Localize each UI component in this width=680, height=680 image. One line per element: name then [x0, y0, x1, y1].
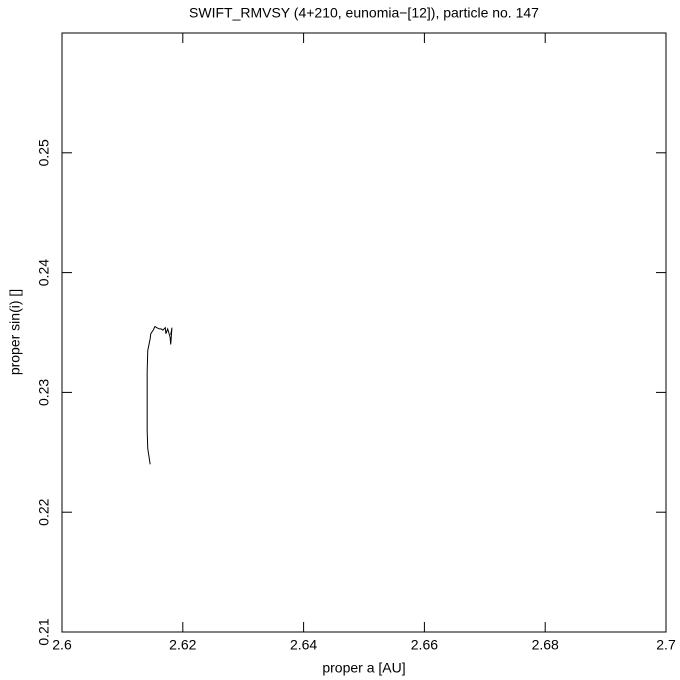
- y-tick-label: 0.22: [36, 498, 52, 525]
- data-line: [146, 325, 173, 465]
- plot-frame: [61, 32, 667, 633]
- x-axis-label: proper a [AU]: [322, 660, 405, 676]
- x-tick-label: 2.64: [290, 637, 317, 653]
- y-tick-label: 0.24: [36, 259, 52, 286]
- x-tick-label: 2.6: [52, 637, 72, 653]
- y-tick-label: 0.23: [36, 379, 52, 406]
- chart-title: SWIFT_RMVSY (4+210, eunomia−[12]), parti…: [189, 5, 539, 21]
- y-tick-label: 0.25: [36, 139, 52, 166]
- x-tick-label: 2.62: [169, 637, 196, 653]
- x-tick-label: 2.66: [411, 637, 438, 653]
- y-axis-label: proper sin(i) []: [7, 289, 23, 375]
- x-tick-label: 2.68: [532, 637, 559, 653]
- y-tick-label: 0.21: [36, 618, 52, 645]
- x-tick-label: 2.7: [656, 637, 676, 653]
